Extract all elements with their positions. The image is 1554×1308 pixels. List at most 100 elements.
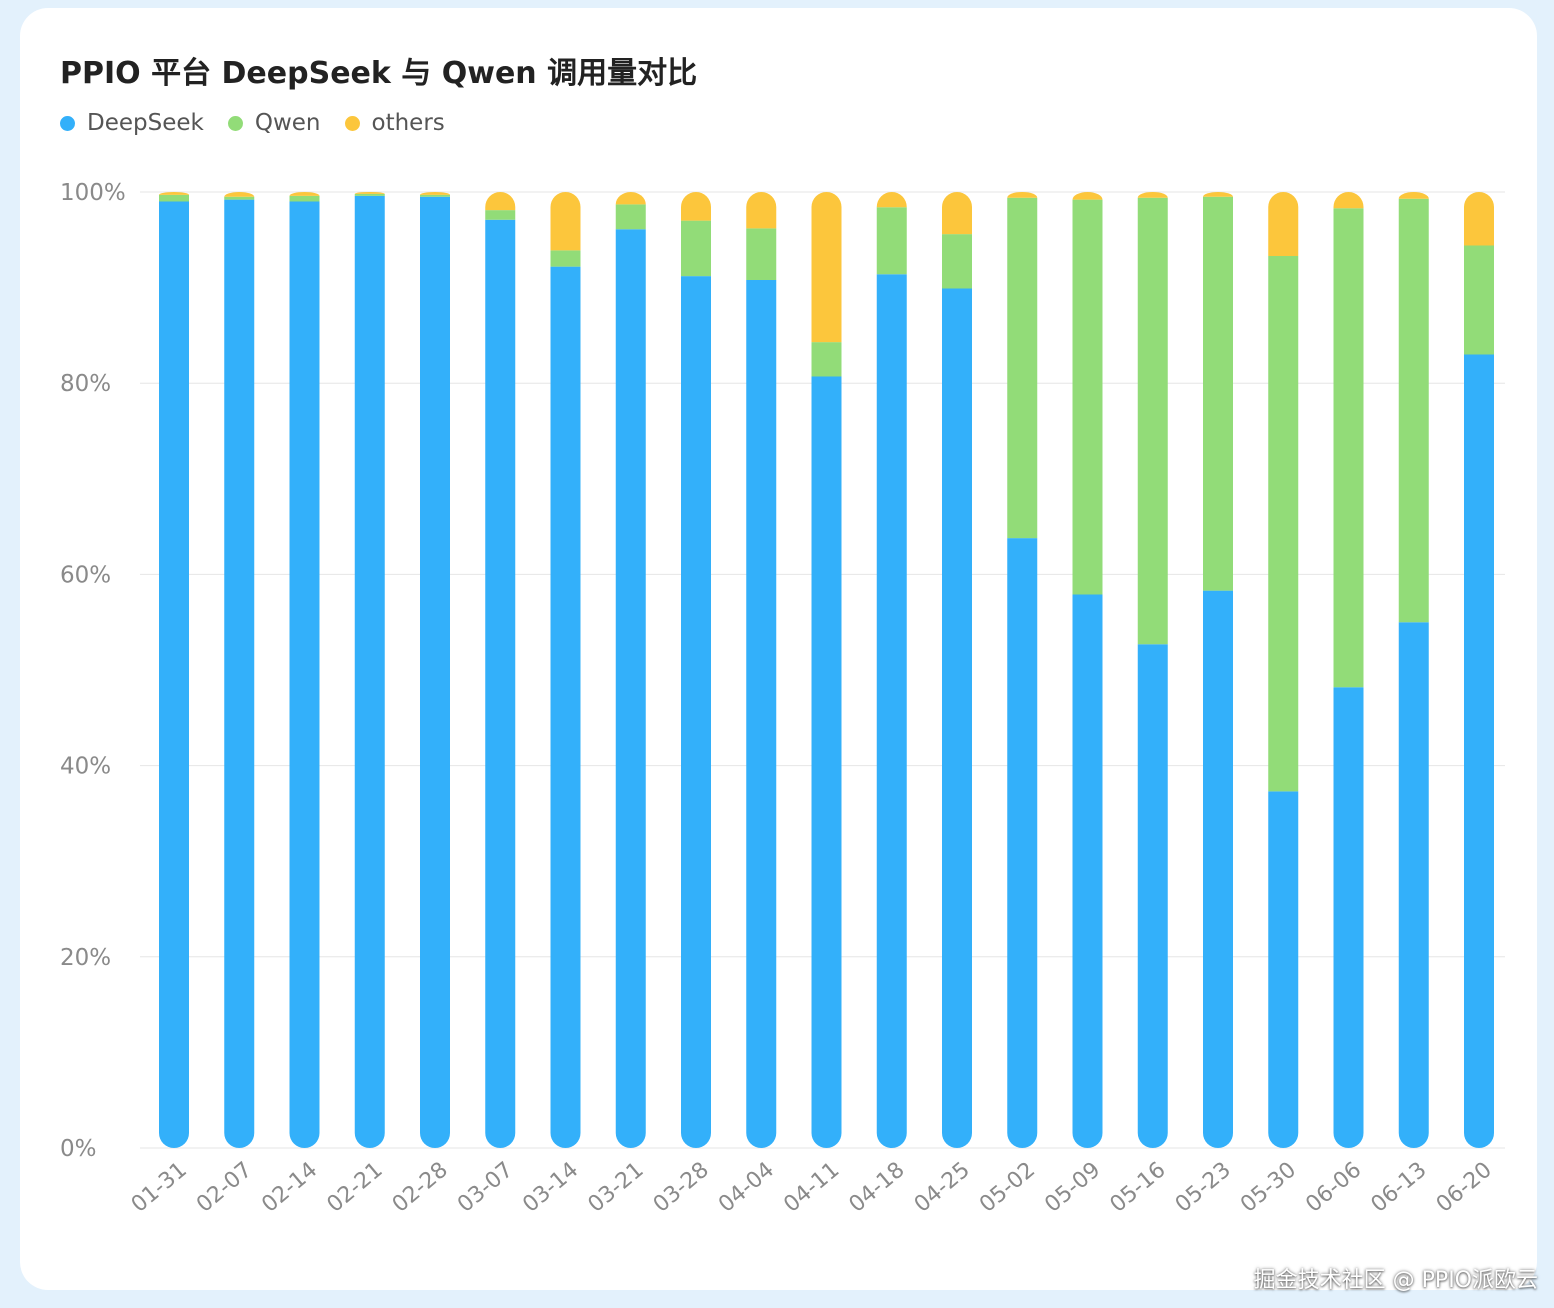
bar-others-02-21 — [354, 192, 385, 194]
bar-deepseek-04-11 — [811, 376, 842, 1149]
bar-deepseek-04-25 — [942, 288, 972, 1148]
bar-deepseek-01-31 — [159, 201, 189, 1148]
bar-qwen-05-09 — [1072, 199, 1103, 595]
y-tick-label: 80% — [60, 371, 111, 397]
bar-deepseek-06-13 — [1398, 622, 1429, 1149]
bar-qwen-05-02 — [1007, 197, 1038, 539]
bar-qwen-03-28 — [681, 220, 711, 277]
bar-others-01-31 — [159, 192, 189, 195]
bar-qwen-02-07 — [224, 196, 255, 200]
x-tick-label: 06-13 — [1367, 1157, 1432, 1217]
bar-deepseek-04-04 — [746, 279, 777, 1149]
bar-others-02-07 — [224, 192, 255, 197]
legend-dot-icon — [60, 115, 75, 131]
bar-deepseek-05-30 — [1268, 791, 1299, 1149]
bar-qwen-04-04 — [746, 228, 777, 280]
bar-others-04-11 — [811, 192, 842, 343]
bar-deepseek-05-09 — [1072, 594, 1103, 1149]
bar-qwen-03-21 — [615, 204, 646, 230]
x-tick-label: 05-16 — [1106, 1157, 1171, 1217]
chart-title: PPIO 平台 DeepSeek 与 Qwen 调用量对比 — [60, 56, 698, 91]
bar-qwen-04-18 — [876, 207, 907, 275]
bar-others-03-14 — [550, 192, 581, 251]
bar-qwen-03-07 — [485, 210, 516, 220]
x-tick-label: 02-07 — [192, 1157, 257, 1217]
bar-deepseek-06-06 — [1333, 687, 1364, 1149]
bar-others-05-09 — [1072, 192, 1103, 200]
bar-others-03-28 — [681, 192, 711, 221]
bar-deepseek-02-28 — [420, 196, 450, 1148]
bar-qwen-06-20 — [1464, 245, 1494, 355]
bar-qwen-06-13 — [1398, 198, 1429, 623]
y-tick-label: 0% — [60, 1136, 97, 1162]
legend-label: Qwen — [254, 110, 321, 136]
chart-legend: DeepSeek Qwen others — [60, 110, 469, 136]
bar-qwen-03-14 — [550, 250, 581, 267]
x-tick-label: 04-11 — [779, 1157, 844, 1217]
bar-others-04-18 — [876, 192, 907, 208]
bar-deepseek-04-18 — [876, 274, 907, 1149]
bar-deepseek-03-28 — [681, 276, 711, 1148]
bar-qwen-04-25 — [942, 234, 972, 289]
bar-deepseek-02-21 — [354, 195, 385, 1149]
x-tick-label: 05-23 — [1171, 1157, 1236, 1217]
legend-label: others — [371, 110, 445, 136]
bar-qwen-01-31 — [159, 194, 189, 202]
bar-qwen-02-28 — [420, 194, 450, 197]
x-tick-label: 05-02 — [975, 1157, 1040, 1217]
legend-dot-icon — [344, 115, 360, 131]
bar-qwen-02-14 — [289, 195, 320, 202]
bar-others-05-02 — [1007, 191, 1038, 198]
x-tick-label: 04-04 — [714, 1157, 779, 1217]
x-tick-label: 06-20 — [1432, 1157, 1497, 1217]
y-tick-label: 60% — [60, 562, 111, 588]
bar-deepseek-05-16 — [1137, 644, 1168, 1149]
x-tick-label: 04-18 — [845, 1157, 910, 1217]
x-tick-label: 03-28 — [649, 1157, 714, 1217]
bar-deepseek-03-07 — [485, 219, 516, 1149]
bar-others-03-07 — [485, 192, 516, 211]
footer-watermark: 掘金技术社区 @ PPIO派欧云 — [1253, 1268, 1538, 1293]
x-tick-label: 01-31 — [127, 1157, 192, 1217]
bar-others-04-04 — [746, 192, 777, 229]
bar-qwen-06-06 — [1333, 208, 1364, 688]
y-tick-label: 20% — [60, 945, 111, 971]
bar-deepseek-03-21 — [615, 229, 646, 1149]
bar-deepseek-05-02 — [1007, 538, 1038, 1149]
bar-qwen-04-11 — [811, 342, 842, 377]
x-tick-label: 02-14 — [257, 1157, 322, 1217]
legend-dot-icon — [227, 115, 243, 131]
bar-deepseek-06-20 — [1464, 354, 1494, 1148]
legend-item-qwen[interactable]: Qwen — [227, 110, 321, 136]
legend-item-deepseek[interactable]: DeepSeek — [60, 110, 204, 136]
bar-others-06-20 — [1464, 192, 1494, 246]
legend-label: DeepSeek — [87, 110, 204, 136]
bar-deepseek-02-07 — [224, 199, 255, 1149]
bar-deepseek-05-23 — [1203, 590, 1233, 1148]
bar-others-06-13 — [1398, 191, 1429, 199]
bar-others-06-06 — [1333, 192, 1364, 209]
bar-deepseek-02-14 — [289, 201, 320, 1149]
x-tick-label: 02-28 — [388, 1157, 453, 1217]
bar-others-03-21 — [615, 192, 646, 205]
bar-qwen-05-23 — [1203, 196, 1233, 591]
y-tick-label: 40% — [60, 754, 111, 780]
x-tick-label: 05-09 — [1040, 1157, 1105, 1217]
x-tick-label: 02-21 — [323, 1157, 388, 1217]
bar-others-04-25 — [942, 192, 972, 235]
bar-others-02-28 — [420, 192, 450, 195]
x-tick-label: 05-30 — [1236, 1157, 1301, 1217]
bar-others-02-14 — [289, 192, 320, 196]
x-tick-label: 03-14 — [518, 1157, 583, 1217]
x-tick-label: 04-25 — [910, 1157, 975, 1217]
x-tick-label: 06-06 — [1301, 1157, 1366, 1217]
bar-qwen-05-30 — [1268, 256, 1299, 792]
legend-item-others[interactable]: others — [344, 110, 445, 136]
bar-others-05-16 — [1137, 191, 1168, 198]
x-tick-label: 03-07 — [453, 1157, 518, 1217]
bar-qwen-05-16 — [1137, 197, 1168, 645]
bar-qwen-02-21 — [354, 193, 385, 196]
y-tick-label: 100% — [60, 180, 126, 206]
bar-deepseek-03-14 — [550, 266, 581, 1149]
